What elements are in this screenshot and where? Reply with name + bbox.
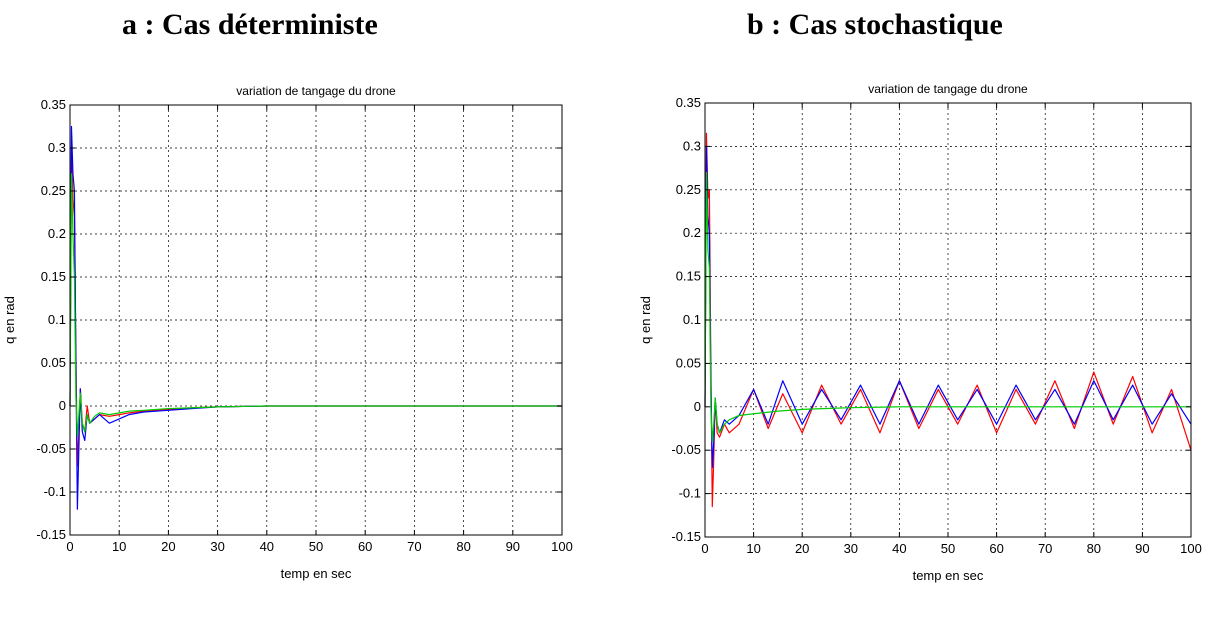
x-tick-label: 80: [1087, 541, 1101, 556]
y-tick-label: 0.1: [683, 312, 701, 327]
y-tick-label: 0.25: [676, 182, 701, 197]
x-tick-label: 30: [210, 539, 224, 554]
y-tick-label: -0.05: [36, 441, 66, 456]
x-tick-label: 70: [407, 539, 421, 554]
y-tick-label: 0.05: [41, 355, 66, 370]
x-tick-label: 20: [161, 539, 175, 554]
x-tick-label: 30: [844, 541, 858, 556]
y-tick-label: 0.2: [683, 225, 701, 240]
y-tick-label: -0.1: [44, 484, 66, 499]
y-tick-label: 0.1: [48, 312, 66, 327]
chart-title: variation de tangage du drone: [236, 84, 396, 98]
series-line-0: [704, 132, 1192, 508]
y-tick-label: -0.15: [671, 529, 701, 544]
x-tick-label: 60: [358, 539, 372, 554]
series-line-2: [704, 171, 1191, 443]
x-axis-label: temp en sec: [281, 566, 352, 581]
chart-title: variation de tangage du drone: [868, 82, 1028, 96]
x-tick-label: 60: [989, 541, 1003, 556]
series-line-1: [704, 145, 1192, 469]
x-tick-label: 0: [66, 539, 73, 554]
x-tick-label: 80: [456, 539, 470, 554]
x-axis-label: temp en sec: [913, 568, 984, 583]
x-tick-label: 50: [309, 539, 323, 554]
x-tick-label: 0: [701, 541, 708, 556]
y-tick-label: 0.3: [683, 138, 701, 153]
y-axis-label: q en rad: [638, 296, 653, 344]
x-tick-label: 40: [260, 539, 274, 554]
heading-cas-deterministe: a : Cas déterministe: [122, 8, 378, 41]
y-tick-label: -0.1: [679, 486, 701, 501]
x-tick-label: 10: [112, 539, 126, 554]
y-tick-label: 0: [59, 398, 66, 413]
y-tick-label: 0.15: [41, 269, 66, 284]
chart-stochastique: 0 10 20 30 40 50 60 70 80 90 100 -0.15 -0.1 -0.05 0 0.0…: [638, 82, 1202, 583]
y-tick-label: -0.05: [671, 442, 701, 457]
x-tick-label: 20: [795, 541, 809, 556]
x-tick-label: 10: [746, 541, 760, 556]
y-tick-label: 0: [694, 399, 701, 414]
x-tick-label: 100: [1180, 541, 1202, 556]
x-tick-label: 90: [506, 539, 520, 554]
y-tick-label: 0.2: [48, 226, 66, 241]
y-tick-label: 0.15: [676, 269, 701, 284]
y-tick-label: 0.05: [676, 355, 701, 370]
y-tick-label: -0.15: [36, 527, 66, 542]
y-tick-label: 0.35: [41, 97, 66, 112]
y-axis-label: q en rad: [2, 296, 17, 344]
x-tick-label: 70: [1038, 541, 1052, 556]
heading-cas-stochastique: b : Cas stochastique: [747, 8, 1003, 41]
x-tick-label: 90: [1135, 541, 1149, 556]
series-line-2: [69, 173, 562, 437]
y-tick-label: 0.25: [41, 183, 66, 198]
y-tick-label: 0.3: [48, 140, 66, 155]
x-tick-label: 40: [892, 541, 906, 556]
x-tick-label: 100: [551, 539, 573, 554]
chart-deterministe: 0 10 20 30 40 50 60 70 80 90 100 -0.15 -0.1 -0.05 0 0.0…: [2, 84, 573, 581]
x-tick-label: 50: [941, 541, 955, 556]
y-tick-label: 0.35: [676, 95, 701, 110]
